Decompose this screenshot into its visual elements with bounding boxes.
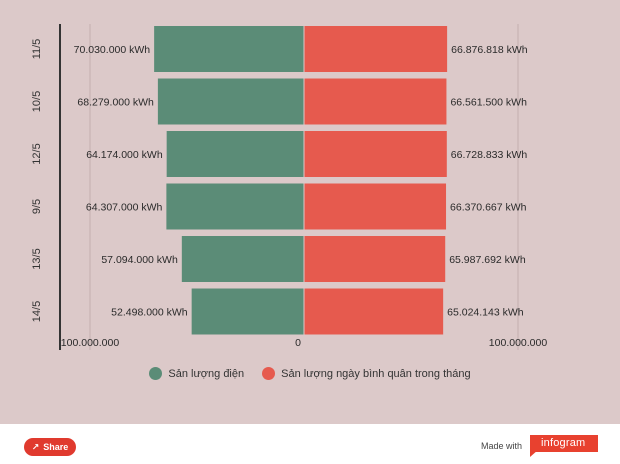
data-label-electricity-output: 52.498.000 kWh <box>111 307 188 319</box>
data-label-electricity-output: 70.030.000 kWh <box>74 44 151 56</box>
data-label-monthly-average: 66.561.500 kWh <box>450 97 527 109</box>
data-label-electricity-output: 68.279.000 kWh <box>77 97 154 109</box>
share-icon: ↗ <box>31 441 40 452</box>
data-label-monthly-average: 66.876.818 kWh <box>451 44 528 56</box>
data-label-electricity-output: 64.174.000 kWh <box>86 149 163 161</box>
category-label: 12/5 <box>31 143 43 164</box>
bar-electricity-output <box>181 236 304 282</box>
x-tick-label: 100.000.000 <box>489 337 548 349</box>
chart-area: 11/5 70.030.000 kWh 66.876.818 kWh 10/5 68.2… <box>0 0 620 424</box>
bar-monthly-average <box>304 236 446 282</box>
category-label: 11/5 <box>31 39 43 60</box>
category-label: 13/5 <box>31 248 43 269</box>
footer: ↗ Share Made with infogram <box>0 424 620 464</box>
bar-electricity-output <box>157 78 304 125</box>
bar-electricity-output <box>154 26 304 72</box>
bar-monthly-average <box>304 183 447 230</box>
legend-label-electricity-output: Sản lượng điện <box>168 367 245 380</box>
data-label-monthly-average: 65.024.143 kWh <box>447 307 524 319</box>
data-label-monthly-average: 66.728.833 kWh <box>451 149 528 161</box>
legend: Sản lượng điện Sản lượng ngày bình quân … <box>0 367 620 380</box>
legend-swatch-green <box>149 367 163 380</box>
bar-monthly-average <box>304 26 448 72</box>
made-with-text: Made with <box>481 441 523 451</box>
legend-swatch-red <box>262 367 276 380</box>
legend-label-monthly-average: Sản lượng ngày bình quân trong tháng <box>281 367 471 380</box>
share-button[interactable]: ↗ Share <box>24 438 76 456</box>
logo-tail <box>530 450 538 457</box>
bar-monthly-average <box>304 131 447 177</box>
category-label: 9/5 <box>31 199 43 214</box>
legend-item-electricity-output[interactable]: Sản lượng điện <box>149 367 244 380</box>
bar-electricity-output <box>166 183 304 230</box>
data-label-electricity-output: 57.094.000 kWh <box>101 254 178 266</box>
x-tick-label: 0 <box>295 337 301 349</box>
category-label: 14/5 <box>31 301 43 322</box>
share-label: Share <box>43 442 69 452</box>
data-label-monthly-average: 66.370.667 kWh <box>450 202 527 214</box>
legend-item-monthly-average[interactable]: Sản lượng ngày bình quân trong tháng <box>262 367 471 380</box>
x-tick-label: 100.000.000 <box>61 337 120 349</box>
bar-monthly-average <box>304 78 447 125</box>
logo-brand-text: infogram <box>541 437 586 449</box>
logo-background <box>530 435 598 452</box>
bar-electricity-output <box>166 131 304 177</box>
category-label: 10/5 <box>31 91 43 112</box>
bar-monthly-average <box>304 288 444 335</box>
population-pyramid-chart: 11/5 70.030.000 kWh 66.876.818 kWh 10/5 68.2… <box>31 24 548 350</box>
infogram-logo[interactable]: infogram <box>530 435 598 457</box>
data-label-electricity-output: 64.307.000 kWh <box>86 202 163 214</box>
data-label-monthly-average: 65.987.692 kWh <box>449 254 526 266</box>
bar-electricity-output <box>191 288 304 335</box>
